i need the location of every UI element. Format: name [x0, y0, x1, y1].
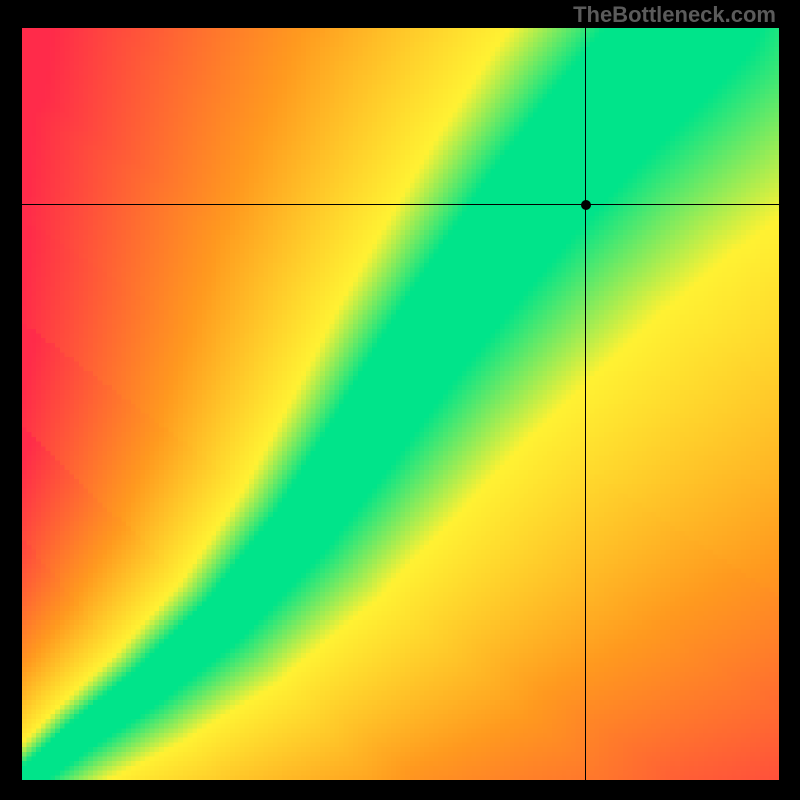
- bottleneck-heatmap: [22, 28, 779, 780]
- crosshair-marker-dot: [581, 200, 591, 210]
- crosshair-vertical-line: [585, 28, 586, 780]
- crosshair-horizontal-line: [22, 204, 779, 205]
- watermark-text: TheBottleneck.com: [573, 2, 776, 28]
